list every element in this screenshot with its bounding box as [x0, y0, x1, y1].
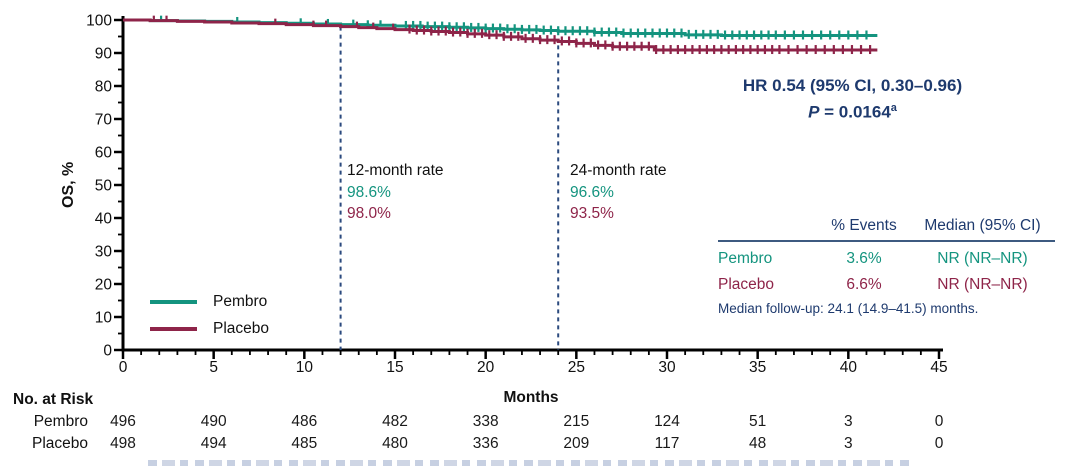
svg-text:80: 80: [95, 79, 113, 96]
risk-count: 117: [654, 435, 680, 452]
risk-count: 3: [844, 435, 853, 452]
summary-table-header: % Events Median (95% CI): [718, 217, 1055, 242]
risk-count: 0: [934, 435, 944, 452]
risk-label-placebo: Placebo: [31, 435, 88, 452]
summary-row-placebo: Placebo 6.6% NR (NR–NR): [718, 275, 1055, 294]
svg-text:20: 20: [95, 277, 113, 294]
summary-pembro-name: Pembro: [718, 250, 773, 267]
risk-label-pembro: Pembro: [33, 413, 88, 430]
rate12-title: 12-month rate: [347, 162, 444, 179]
rate24-pembro-value: 96.6%: [570, 183, 614, 201]
summary-pembro-events: 3.6%: [846, 250, 882, 267]
legend: Pembro Placebo: [150, 288, 269, 342]
hr-value: HR 0.54 (95% CI, 0.30–0.96): [742, 76, 963, 95]
risk-count: 215: [563, 413, 590, 430]
summary-header-median: Median (95% CI): [924, 217, 1041, 234]
risk-count: 336: [472, 435, 499, 452]
legend-label-placebo: Placebo: [213, 319, 270, 337]
svg-text:10: 10: [95, 310, 113, 327]
svg-text:10: 10: [296, 359, 314, 376]
svg-text:30: 30: [658, 359, 676, 376]
svg-text:90: 90: [95, 46, 113, 63]
rate12-placebo-value: 98.0%: [347, 205, 391, 222]
svg-text:20: 20: [477, 359, 495, 376]
rate12-pembro-value: 98.6%: [347, 183, 391, 201]
risk-count: 51: [749, 413, 767, 430]
clipped-footnote-text: [148, 460, 910, 466]
risk-count: 485: [291, 435, 318, 452]
summary-header-events: % Events: [831, 217, 897, 234]
svg-text:40: 40: [840, 359, 858, 376]
median-followup-note: Median follow-up: 24.1 (14.9–41.5) month…: [718, 301, 979, 316]
p-footnote-marker: a: [890, 102, 897, 114]
legend-item-pembro: Pembro: [150, 288, 269, 315]
svg-text:50: 50: [95, 178, 113, 195]
risk-count: 124: [654, 413, 680, 430]
legend-item-placebo: Placebo: [150, 315, 269, 342]
y-axis-title: OS, %: [60, 161, 77, 208]
risk-count: 494: [200, 435, 227, 452]
svg-text:25: 25: [568, 359, 585, 376]
risk-count: 0: [934, 413, 944, 430]
summary-row-pembro: Pembro 3.6% NR (NR–NR): [718, 249, 1055, 268]
risk-count: 490: [200, 413, 227, 430]
summary-placebo-median: NR (NR–NR): [937, 276, 1028, 293]
svg-text:100: 100: [86, 13, 112, 30]
risk-count: 486: [291, 413, 318, 430]
risk-row-pembro: Pembro 496 490 486 482 338 215 124 51 3 0: [0, 413, 1080, 432]
risk-row-placebo: Placebo 498 494 485 480 336 209 117 48 3 0: [0, 435, 1080, 454]
svg-text:40: 40: [95, 211, 113, 228]
placebo-line-swatch: [150, 326, 197, 331]
hazard-ratio-annotation: HR 0.54 (95% CI, 0.30–0.96) P = 0.0164a: [700, 74, 1005, 124]
risk-count: 338: [472, 413, 499, 430]
risk-count: 480: [382, 435, 408, 452]
rate24-title: 24-month rate: [570, 162, 667, 179]
summary-table: % Events Median (95% CI) Pembro 3.6% NR …: [718, 217, 1055, 316]
svg-text:60: 60: [95, 145, 113, 162]
svg-text:45: 45: [930, 359, 947, 376]
svg-text:0: 0: [119, 359, 128, 376]
pembro-line-swatch: [150, 299, 197, 304]
summary-table-body: Pembro 3.6% NR (NR–NR) Placebo 6.6% NR (…: [718, 249, 1055, 294]
legend-label-pembro: Pembro: [213, 292, 268, 310]
p-symbol: P: [808, 102, 820, 122]
summary-placebo-name: Placebo: [718, 276, 775, 293]
p-value: P = 0.0164a: [700, 97, 1005, 124]
svg-text:70: 70: [95, 112, 113, 129]
p-number: = 0.0164: [819, 102, 891, 122]
x-axis-title: Months: [503, 389, 559, 406]
rate-annotation-24mo: 24-month rate 96.6% 93.5%: [570, 160, 667, 225]
risk-count: 482: [382, 413, 408, 430]
svg-text:30: 30: [95, 244, 113, 261]
svg-text:15: 15: [386, 359, 403, 376]
svg-text:35: 35: [749, 359, 766, 376]
risk-count: 48: [749, 435, 767, 452]
risk-count: 498: [110, 435, 136, 452]
summary-placebo-events: 6.6%: [846, 276, 882, 293]
risk-count: 209: [563, 435, 590, 452]
summary-pembro-median: NR (NR–NR): [937, 250, 1028, 267]
risk-count: 496: [110, 413, 136, 430]
no-at-risk-title: No. at Risk: [13, 391, 94, 408]
rate-annotation-12mo: 12-month rate 98.6% 98.0%: [347, 160, 444, 225]
svg-text:5: 5: [209, 359, 218, 376]
rate24-placebo-value: 93.5%: [570, 205, 614, 222]
risk-count: 3: [844, 413, 853, 430]
svg-text:0: 0: [103, 343, 112, 360]
